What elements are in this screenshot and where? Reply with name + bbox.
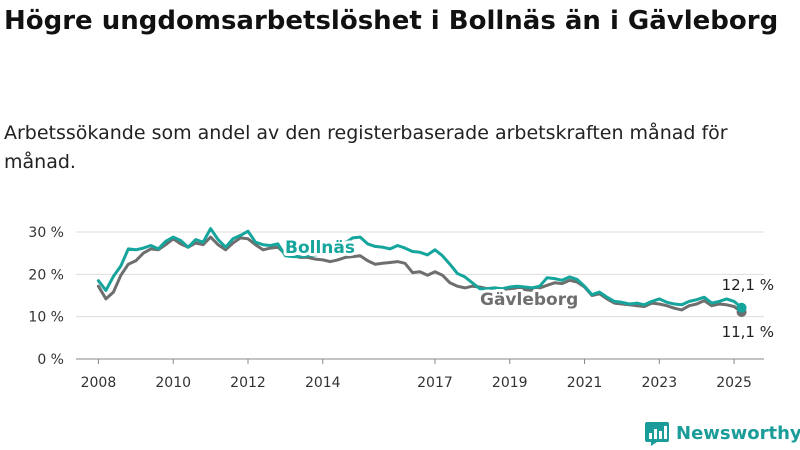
- series-label-gavleborg: Gävleborg: [480, 290, 578, 310]
- axis-ticks: 0 % 10 % 20 % 30 % 2008 2010 2012 2014 2017 2019 2…: [28, 225, 751, 391]
- chart-subtitle: Arbetssökande som andel av den registerb…: [4, 122, 728, 173]
- end-label-bollnas: 12,1 %: [722, 276, 774, 294]
- series-label-bollnas: Bollnäs: [285, 238, 355, 258]
- x-tick-label: 2025: [716, 375, 752, 391]
- series-line-gavleborg: [96, 235, 744, 314]
- y-tick-label: 30 %: [28, 225, 64, 241]
- y-tick-label: 10 %: [28, 310, 64, 326]
- series-endpoint-bollnas: [736, 302, 747, 313]
- x-tick-label: 2021: [567, 375, 603, 391]
- x-tick-label: 2017: [417, 375, 453, 391]
- end-label-gavleborg-halo: 11,1 %: [722, 323, 774, 341]
- series-lines: [96, 227, 747, 318]
- end-label-gavleborg: 11,1 %: [722, 323, 774, 341]
- series-label-gavleborg-halo: Gävleborg: [480, 290, 578, 310]
- x-tick-label: 2014: [305, 375, 341, 391]
- y-tick-label: 0 %: [37, 352, 64, 368]
- end-label-bollnas-halo: 12,1 %: [722, 276, 774, 294]
- x-tick-label: 2019: [492, 375, 528, 391]
- series-line-bollnas: [96, 227, 744, 310]
- x-tick-label: 2023: [641, 375, 677, 391]
- series-label-bollnas-halo: Bollnäs: [285, 238, 355, 258]
- newsworthy-logo-text: Newsworthy: [676, 422, 800, 444]
- x-tick-label: 2008: [81, 375, 117, 391]
- x-tick-label: 2012: [230, 375, 266, 391]
- grid-lines: [76, 231, 764, 360]
- newsworthy-logo: Newsworthy: [644, 419, 800, 447]
- chart-title: Högre ungdomsarbetslöshet i Bollnäs än i…: [4, 6, 779, 36]
- y-tick-label: 20 %: [28, 267, 64, 283]
- x-tick-label: 2010: [155, 375, 191, 391]
- newsworthy-logo-icon: [645, 422, 669, 446]
